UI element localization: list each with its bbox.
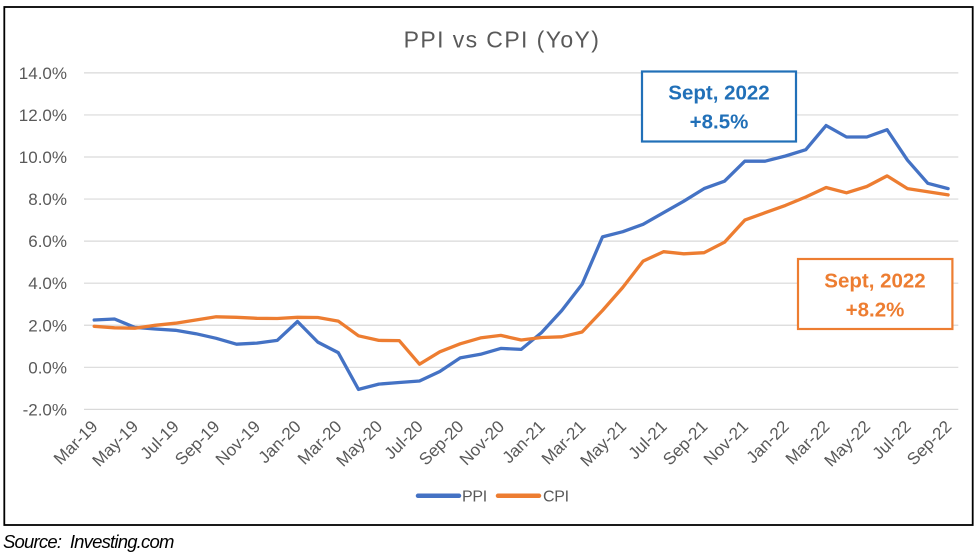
svg-text:PPI vs CPI (YoY): PPI vs CPI (YoY) <box>404 27 601 53</box>
svg-text:Source: Investing.com: Source: Investing.com <box>3 531 174 552</box>
svg-text:0.0%: 0.0% <box>28 358 67 377</box>
svg-text:14.0%: 14.0% <box>19 64 67 83</box>
svg-text:Sept, 2022: Sept, 2022 <box>824 270 925 293</box>
svg-text:PPI: PPI <box>462 489 487 506</box>
svg-text:Sept, 2022: Sept, 2022 <box>668 82 769 105</box>
svg-text:8.0%: 8.0% <box>28 190 67 209</box>
svg-text:CPI: CPI <box>543 489 569 506</box>
svg-text:2.0%: 2.0% <box>28 316 67 335</box>
svg-text:12.0%: 12.0% <box>19 106 67 125</box>
svg-text:6.0%: 6.0% <box>28 232 67 251</box>
svg-text:4.0%: 4.0% <box>28 274 67 293</box>
svg-text:+8.5%: +8.5% <box>690 111 749 134</box>
svg-text:-2.0%: -2.0% <box>23 400 67 419</box>
svg-text:+8.2%: +8.2% <box>846 299 905 322</box>
svg-text:10.0%: 10.0% <box>19 148 67 167</box>
